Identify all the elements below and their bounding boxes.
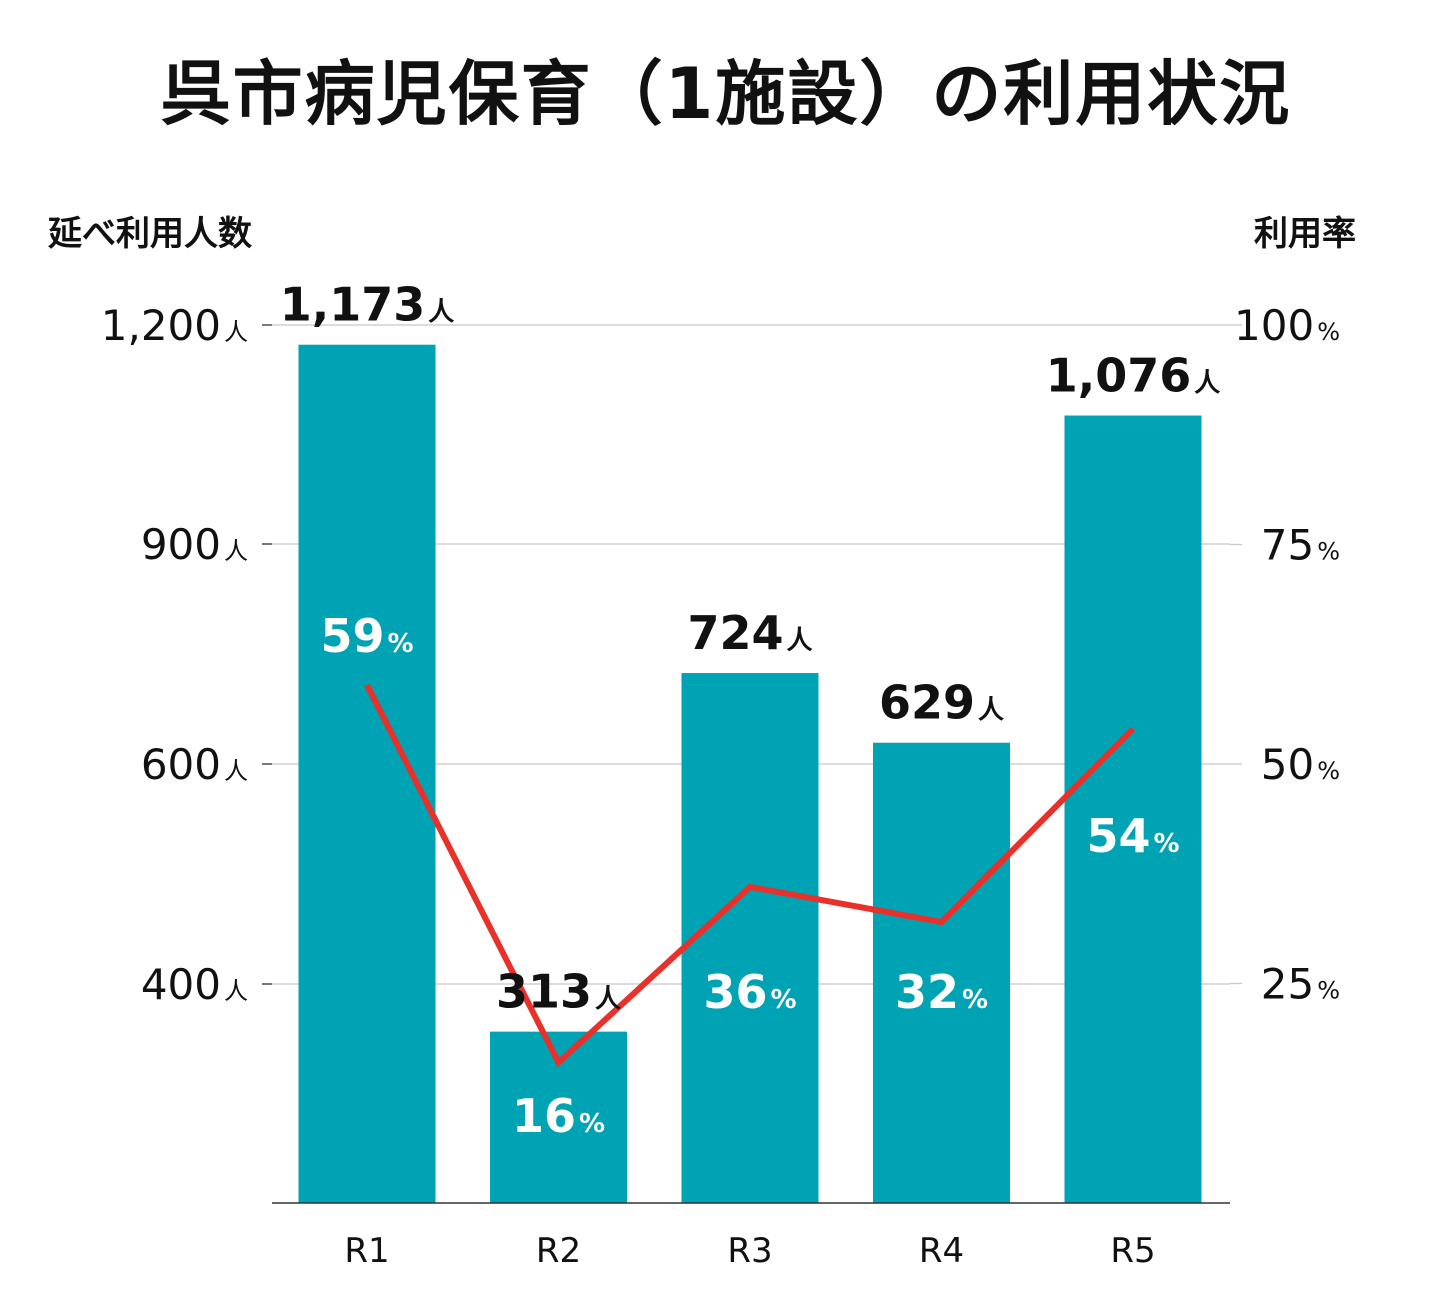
rate-value-label-R4-number: 32 bbox=[895, 965, 959, 1019]
left-tick-label-400: 400 人 bbox=[141, 960, 248, 1009]
right-tick-label-100-unit: % bbox=[1317, 318, 1340, 346]
right-tick-label-100-number: 100 bbox=[1234, 301, 1314, 350]
category-label-R2: R2 bbox=[536, 1231, 581, 1271]
bar-value-label-R1-number: 1,173 bbox=[280, 278, 426, 332]
rate-value-label-R5: 54% bbox=[1086, 809, 1179, 863]
right-tick-label-75: 75% bbox=[1261, 521, 1340, 570]
category-label-R3: R3 bbox=[727, 1231, 772, 1271]
left-axis-title: 延べ利用人数 bbox=[48, 214, 252, 254]
right-axis-title: 利用率 bbox=[1254, 214, 1356, 254]
bar-value-label-R4: 629 人 bbox=[879, 676, 1004, 730]
rate-value-label-R2: 16% bbox=[512, 1089, 605, 1143]
rate-value-label-R2-number: 16 bbox=[512, 1089, 576, 1143]
chart-title: 呉市病児保育（1施設）の利用状況 bbox=[160, 53, 1292, 135]
left-tick-label-900: 900 人 bbox=[141, 520, 248, 569]
bar-value-label-R1-unit: 人 bbox=[428, 298, 454, 328]
bar-value-label-R2-number: 313 bbox=[496, 965, 592, 1019]
bar-value-label-R3-number: 724 bbox=[687, 606, 783, 660]
bar-value-label-R4-unit: 人 bbox=[978, 696, 1004, 726]
right-tick-label-75-unit: % bbox=[1317, 538, 1340, 566]
left-tick-label-600-number: 600 bbox=[141, 740, 221, 789]
rate-value-label-R5-number: 54 bbox=[1086, 809, 1150, 863]
left-tick-label-400-number: 400 bbox=[141, 960, 221, 1009]
bar-value-label-R3: 724 人 bbox=[687, 606, 812, 660]
left-tick-label-900-number: 900 bbox=[141, 520, 221, 569]
right-tick-label-25: 25% bbox=[1261, 960, 1340, 1009]
bar-value-label-R4-number: 629 bbox=[879, 676, 975, 730]
right-tick-label-25-unit: % bbox=[1317, 977, 1340, 1005]
bar-R5 bbox=[1064, 415, 1202, 1203]
bar-value-label-R5: 1,076 人 bbox=[1046, 349, 1221, 403]
bar-value-label-R5-number: 1,076 bbox=[1046, 349, 1192, 403]
rate-value-label-R2-unit: % bbox=[579, 1109, 605, 1139]
rate-value-label-R3-number: 36 bbox=[703, 965, 767, 1019]
bar-value-label-R3-unit: 人 bbox=[787, 626, 813, 656]
right-tick-label-100: 100% bbox=[1234, 301, 1340, 350]
right-tick-label-75-number: 75 bbox=[1261, 521, 1314, 570]
bar-R4 bbox=[873, 742, 1010, 1203]
bar-R3 bbox=[681, 673, 819, 1203]
left-tick-label-900-unit: 人 bbox=[224, 537, 248, 565]
rate-value-label-R4: 32% bbox=[895, 965, 988, 1019]
rate-value-label-R1: 59% bbox=[320, 609, 413, 663]
right-tick-label-50-number: 50 bbox=[1261, 740, 1314, 789]
left-tick-label-600: 600 人 bbox=[141, 740, 248, 789]
bars bbox=[298, 344, 1202, 1204]
rate-value-label-R1-number: 59 bbox=[320, 609, 384, 663]
left-tick-label-400-unit: 人 bbox=[224, 977, 248, 1005]
left-tick-label-1200-unit: 人 bbox=[224, 318, 248, 346]
left-tick-label-1200: 1,200 人 bbox=[101, 301, 248, 350]
right-tick-label-25-number: 25 bbox=[1261, 960, 1314, 1009]
rate-value-label-R4-unit: % bbox=[962, 985, 988, 1015]
bar-value-label-R1: 1,173 人 bbox=[280, 278, 455, 332]
rate-value-label-R3: 36% bbox=[703, 965, 796, 1019]
rate-value-label-R1-unit: % bbox=[387, 629, 413, 659]
left-tick-label-600-unit: 人 bbox=[224, 757, 248, 785]
rate-value-label-R5-unit: % bbox=[1153, 829, 1179, 859]
bar-value-label-R5-unit: 人 bbox=[1194, 369, 1220, 399]
bar-value-label-R2-unit: 人 bbox=[595, 985, 621, 1015]
category-label-R4: R4 bbox=[919, 1231, 964, 1271]
category-label-R5: R5 bbox=[1110, 1231, 1155, 1271]
bar-value-label-R2: 313 人 bbox=[496, 965, 621, 1019]
rate-value-label-R3-unit: % bbox=[770, 985, 796, 1015]
category-label-R1: R1 bbox=[344, 1231, 389, 1271]
right-tick-label-50-unit: % bbox=[1317, 757, 1340, 785]
left-tick-label-1200-number: 1,200 bbox=[101, 301, 221, 350]
rate-line bbox=[364, 683, 1136, 1068]
right-tick-label-50: 50% bbox=[1261, 740, 1340, 789]
